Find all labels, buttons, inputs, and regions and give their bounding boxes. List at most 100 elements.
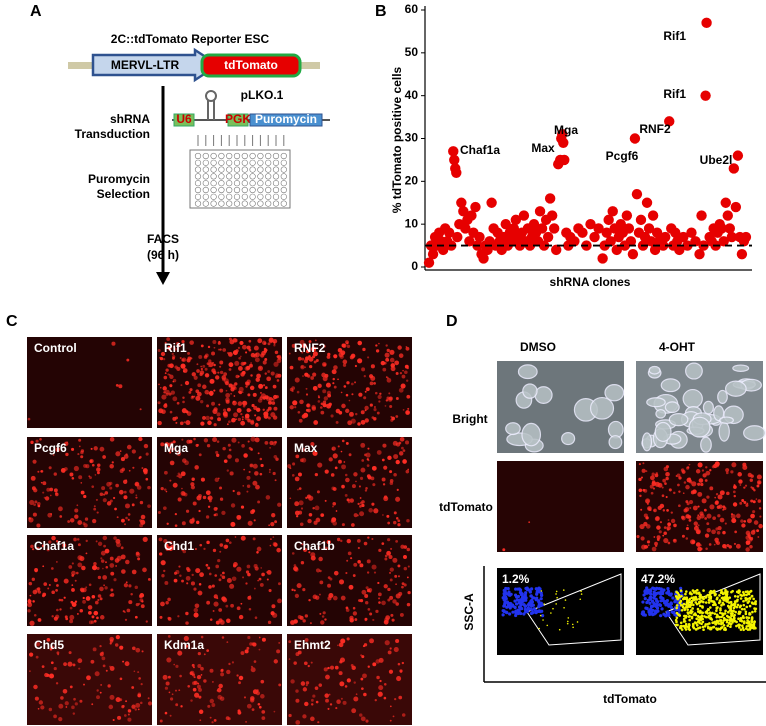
cell-signal	[178, 344, 181, 348]
cell-signal	[164, 488, 167, 491]
cell-signal	[663, 466, 669, 472]
flow-event	[571, 623, 574, 626]
cell-signal	[67, 520, 71, 523]
flow-event	[715, 607, 719, 610]
cell-signal	[346, 678, 351, 683]
cell-signal	[48, 583, 51, 586]
flow-event	[744, 598, 748, 602]
cell-signal	[111, 341, 116, 346]
cell-signal	[640, 508, 643, 511]
cell-signal	[181, 438, 184, 441]
cell-signal	[247, 635, 251, 640]
cell-signal	[200, 421, 205, 426]
cell-signal	[199, 572, 204, 578]
cell-signal	[695, 469, 701, 474]
cell-signal	[346, 637, 350, 641]
cell-signal	[310, 555, 316, 561]
cell-signal	[164, 372, 167, 375]
cell-signal	[291, 588, 294, 592]
cell-signal	[145, 452, 149, 456]
cell-signal	[219, 497, 224, 501]
cell-signal	[246, 484, 251, 488]
data-point	[690, 236, 701, 247]
cell-signal	[399, 372, 403, 375]
well	[265, 193, 272, 200]
cell-signal	[689, 507, 692, 509]
fluorescence-image: Chaf1a	[27, 535, 152, 626]
cell-signal	[394, 698, 397, 701]
cell-signal	[359, 497, 362, 499]
cell-signal	[92, 518, 97, 524]
cell-signal	[237, 390, 241, 394]
cell-signal	[134, 615, 138, 619]
cell-signal	[83, 683, 85, 686]
cell-signal	[30, 475, 36, 481]
cell-signal	[176, 475, 179, 478]
flow-event	[728, 596, 732, 599]
cell-signal	[211, 361, 215, 365]
cell-signal	[102, 498, 107, 503]
cell-signal	[222, 571, 225, 575]
cell-signal	[127, 709, 132, 713]
cell-signal	[310, 698, 314, 702]
cell-signal	[72, 663, 76, 667]
cell-signal	[228, 352, 233, 357]
colony	[648, 365, 661, 375]
cell-signal	[185, 566, 190, 571]
cell-signal	[273, 344, 276, 347]
cell-signal	[251, 403, 255, 408]
cell-signal	[131, 686, 135, 689]
cell-signal	[662, 478, 666, 483]
cell-signal	[238, 675, 244, 681]
cell-signal	[28, 602, 32, 605]
cell-signal	[394, 360, 400, 366]
data-point	[603, 214, 614, 226]
cell-signal	[733, 485, 737, 489]
cell-signal	[246, 345, 251, 350]
image-label: Kdm1a	[164, 638, 204, 652]
flow-event	[694, 601, 698, 604]
cell-signal	[134, 585, 138, 590]
cell-signal	[656, 535, 661, 540]
cell-signal	[245, 582, 248, 585]
well	[202, 173, 209, 180]
cell-signal	[288, 640, 292, 644]
cell-signal	[353, 513, 358, 518]
cell-signal	[208, 572, 212, 576]
cell-signal	[108, 704, 114, 710]
cell-signal	[314, 339, 317, 342]
cell-signal	[208, 585, 212, 589]
data-point	[736, 248, 748, 260]
cell-signal	[190, 521, 193, 523]
flow-event	[665, 613, 669, 617]
fluorescence-image: RNF2	[287, 337, 412, 428]
cell-signal	[130, 593, 133, 596]
flow-event	[686, 600, 690, 604]
flow-event	[526, 588, 531, 592]
cell-signal	[383, 696, 387, 700]
cell-signal	[406, 518, 410, 523]
well	[194, 159, 202, 166]
cell-signal	[405, 345, 408, 348]
flow-event	[542, 619, 544, 621]
colony	[668, 413, 689, 427]
cell-signal	[278, 683, 282, 687]
flow-event	[675, 596, 679, 599]
cell-signal	[27, 609, 31, 613]
cell-signal	[206, 540, 210, 545]
y-tick-label: 60	[405, 2, 419, 16]
cell-signal	[254, 437, 260, 443]
cell-signal	[357, 358, 363, 364]
cell-signal	[238, 614, 244, 620]
cell-signal	[665, 496, 668, 499]
flow-event	[702, 600, 705, 604]
cell-signal	[661, 494, 665, 498]
cell-signal	[387, 587, 391, 592]
flow-event	[720, 591, 724, 594]
cell-signal	[359, 501, 363, 505]
cell-signal	[218, 578, 222, 582]
cell-signal	[56, 608, 59, 612]
cell-signal	[324, 546, 329, 551]
cell-signal	[97, 463, 101, 468]
cell-signal	[255, 484, 260, 490]
